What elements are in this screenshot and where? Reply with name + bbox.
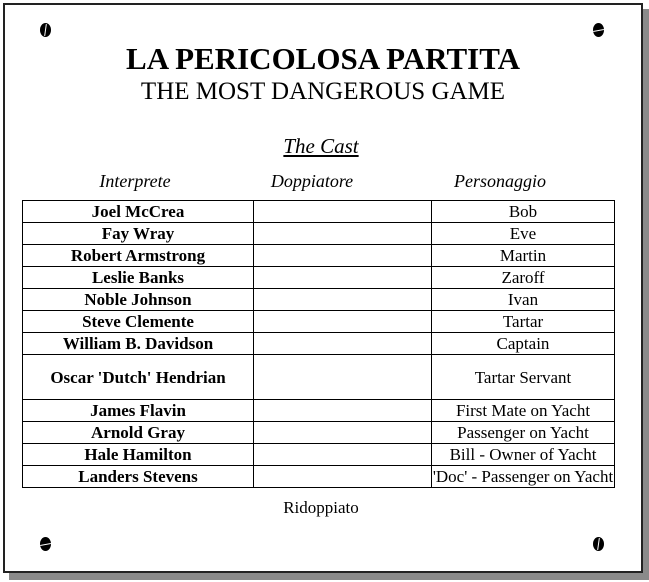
actor-cell: Steve Clemente: [22, 310, 254, 333]
column-header-interprete: Interprete: [99, 171, 171, 191]
table-row: Noble Johnson Ivan: [22, 288, 615, 311]
character-cell: Bill - Owner of Yacht: [431, 443, 615, 466]
table-row: Landers Stevens 'Doc' - Passenger on Yach…: [22, 465, 615, 488]
actor-cell: William B. Davidson: [22, 332, 254, 355]
actor-cell: Robert Armstrong: [22, 244, 254, 267]
table-row: Arnold Gray Passenger on Yacht: [22, 421, 615, 444]
character-cell: Passenger on Yacht: [431, 421, 615, 444]
dubber-cell: [253, 288, 432, 311]
dubber-cell: [253, 332, 432, 355]
screw-icon: [593, 537, 604, 551]
dubber-cell: [253, 465, 432, 488]
actor-cell: Joel McCrea: [22, 200, 254, 223]
cast-table: Joel McCrea Bob Fay Wray Eve Robert Armstron…: [22, 200, 615, 488]
table-row: Hale Hamilton Bill - Owner of Yacht: [22, 443, 615, 466]
dubber-cell: [253, 421, 432, 444]
column-header-doppiatore: Doppiatore: [270, 171, 354, 191]
character-cell: Ivan: [431, 288, 615, 311]
column-header-personaggio: Personaggio: [454, 171, 546, 191]
dubber-cell: [253, 443, 432, 466]
table-row: William B. Davidson Captain: [22, 332, 615, 355]
plaque: LA PERICOLOSA PARTITA THE MOST DANGEROUS…: [3, 3, 643, 573]
character-cell: 'Doc' - Passenger on Yacht: [431, 465, 615, 488]
table-row: James Flavin First Mate on Yacht: [22, 399, 615, 422]
table-row: Leslie Banks Zaroff: [22, 266, 615, 289]
table-row: Steve Clemente Tartar: [22, 310, 615, 333]
dubber-cell: [253, 200, 432, 223]
character-cell: Bob: [431, 200, 615, 223]
character-cell: Martin: [431, 244, 615, 267]
section-title: The Cast: [283, 134, 359, 158]
dubber-cell: [253, 266, 432, 289]
footer-note: Ridoppiato: [283, 498, 359, 517]
character-cell: Tartar: [431, 310, 615, 333]
actor-cell: Hale Hamilton: [22, 443, 254, 466]
character-cell: First Mate on Yacht: [431, 399, 615, 422]
dubber-cell: [253, 222, 432, 245]
actor-cell: Leslie Banks: [22, 266, 254, 289]
dubber-cell: [253, 399, 432, 422]
actor-cell: Noble Johnson: [22, 288, 254, 311]
page-title: LA PERICOLOSA PARTITA: [126, 41, 520, 76]
character-cell: Captain: [431, 332, 615, 355]
table-row: Joel McCrea Bob: [22, 200, 615, 223]
character-cell: Tartar Servant: [431, 354, 615, 400]
table-row: Robert Armstrong Martin: [22, 244, 615, 267]
actor-cell: Oscar 'Dutch' Hendrian: [22, 354, 254, 400]
actor-cell: Fay Wray: [22, 222, 254, 245]
dubber-cell: [253, 244, 432, 267]
actor-cell: James Flavin: [22, 399, 254, 422]
screw-icon: [40, 23, 51, 37]
page-subtitle: THE MOST DANGEROUS GAME: [140, 78, 506, 105]
actor-cell: Landers Stevens: [22, 465, 254, 488]
character-cell: Eve: [431, 222, 615, 245]
character-cell: Zaroff: [431, 266, 615, 289]
table-row: Fay Wray Eve: [22, 222, 615, 245]
actor-cell: Arnold Gray: [22, 421, 254, 444]
screw-icon: [593, 23, 604, 37]
dubber-cell: [253, 310, 432, 333]
screw-icon: [40, 537, 51, 551]
table-row: Oscar 'Dutch' Hendrian Tartar Servant: [22, 354, 615, 400]
dubber-cell: [253, 354, 432, 400]
